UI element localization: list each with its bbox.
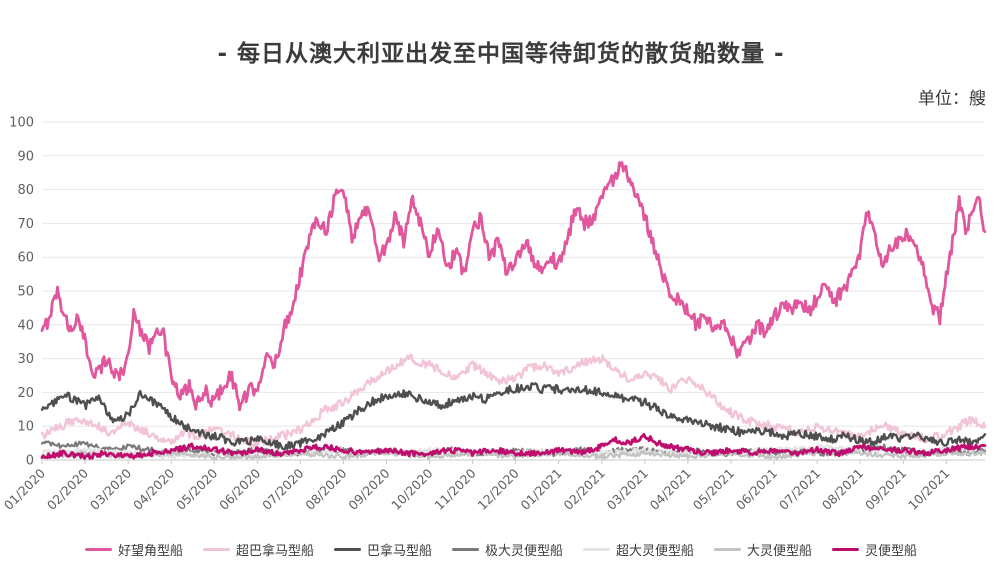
y-tick-label: 40 — [17, 318, 34, 333]
legend-label-handymax: 大灵便型船 — [747, 544, 813, 559]
chart-canvas: 010203040506070809010001/202002/202003/2… — [1, 116, 987, 513]
y-tick-label: 80 — [17, 183, 34, 198]
x-tick-label: 10/2021 — [905, 466, 952, 513]
x-tick-label: 06/2021 — [733, 466, 780, 513]
x-tick-label: 04/2020 — [130, 465, 177, 512]
legend-swatch-post-panamax — [202, 548, 230, 551]
y-tick-label: 0 — [26, 454, 34, 469]
y-tick-label: 20 — [17, 386, 34, 401]
series-line-handysize — [40, 433, 987, 460]
x-tick-label: 02/2020 — [44, 465, 91, 512]
x-tick-label: 03/2021 — [604, 466, 651, 513]
x-tick-label: 12/2020 — [474, 465, 521, 512]
x-tick-label: 07/2020 — [259, 465, 306, 512]
legend-swatch-ultramax — [451, 548, 479, 551]
legend-item-capesize: 好望角型船 — [84, 540, 183, 559]
x-tick-label: 03/2020 — [87, 465, 134, 512]
series-line-panamax — [40, 382, 987, 451]
y-tick-label: 70 — [17, 217, 34, 232]
x-tick-label: 07/2021 — [776, 466, 823, 513]
legend-label-handysize: 灵便型船 — [865, 544, 918, 559]
series-line-post-panamax — [40, 353, 987, 449]
y-tick-label: 50 — [17, 285, 34, 300]
x-tick-label: 05/2021 — [690, 466, 737, 513]
x-tick-label: 08/2020 — [302, 465, 349, 512]
x-tick-label: 09/2021 — [862, 466, 909, 513]
legend-swatch-capesize — [84, 548, 112, 551]
x-tick-label: 10/2020 — [388, 465, 435, 512]
x-tick-label: 01/2021 — [518, 466, 565, 513]
legend-item-ultramax: 极大灵便型船 — [451, 540, 563, 559]
x-tick-label: 08/2021 — [819, 466, 866, 513]
legend-label-supramax: 超大灵便型船 — [616, 544, 695, 559]
x-tick-label: 06/2020 — [216, 465, 263, 512]
x-tick-label: 04/2021 — [647, 466, 694, 513]
x-tick-label: 09/2020 — [345, 465, 392, 512]
series-line-capesize — [40, 161, 987, 412]
y-tick-label: 90 — [17, 149, 34, 164]
legend-item-handymax: 大灵便型船 — [714, 540, 812, 559]
x-tick-label: 05/2020 — [173, 465, 220, 512]
legend-item-handysize: 灵便型船 — [832, 540, 917, 559]
y-tick-label: 100 — [9, 116, 34, 131]
y-tick-label: 30 — [17, 352, 34, 367]
unit-label: 单位：艘 — [918, 89, 986, 109]
chart-legend: 好望角型船 超巴拿马型船 巴拿马型船 极大灵便型船 超大灵便型船 大灵便型船 灵便型船 — [0, 540, 1002, 559]
legend-label-post-panamax: 超巴拿马型船 — [235, 544, 314, 559]
y-tick-label: 10 — [17, 420, 34, 435]
legend-swatch-handymax — [714, 548, 742, 551]
legend-item-post-panamax: 超巴拿马型船 — [202, 540, 314, 559]
legend-item-panamax: 巴拿马型船 — [333, 540, 432, 559]
legend-swatch-handysize — [832, 548, 860, 551]
legend-label-ultramax: 极大灵便型船 — [484, 544, 563, 559]
x-tick-label: 02/2021 — [561, 466, 608, 513]
legend-swatch-panamax — [333, 548, 361, 551]
y-tick-label: 60 — [17, 251, 34, 266]
chart-title: - 每日从澳大利亚出发至中国等待卸货的散货船数量 - — [217, 41, 785, 67]
legend-swatch-supramax — [583, 548, 610, 551]
x-tick-label: 11/2020 — [431, 465, 478, 512]
legend-item-supramax: 超大灵便型船 — [583, 540, 694, 559]
x-tick-label: 01/2020 — [1, 465, 48, 512]
legend-label-capesize: 好望角型船 — [117, 544, 183, 559]
legend-label-panamax: 巴拿马型船 — [366, 544, 432, 559]
